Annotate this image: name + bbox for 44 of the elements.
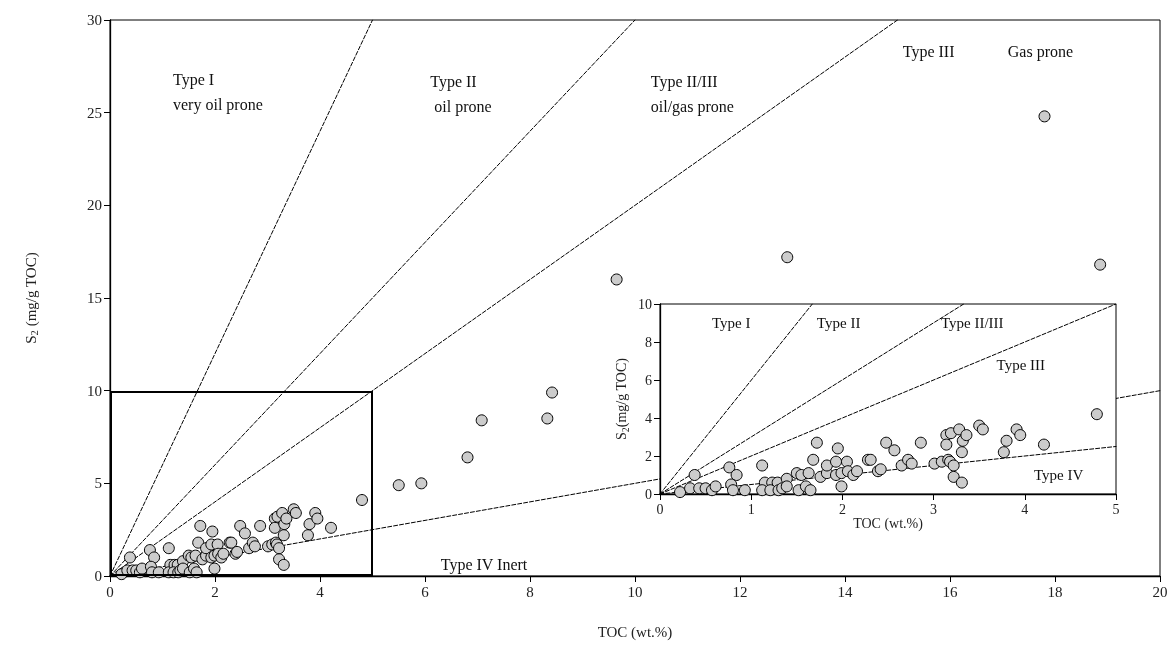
- x-tick-label: 4: [1021, 501, 1029, 517]
- x-tick-label: 14: [837, 583, 853, 600]
- y-tick-label: 8: [645, 334, 652, 350]
- x-tick-label: 3: [930, 501, 938, 517]
- x-tick-label: 2: [211, 583, 219, 600]
- y-axis-title: S2 (mg/g TOC): [23, 252, 41, 344]
- x-axis-title: TOC (wt.%): [597, 623, 673, 641]
- y-tick-label: 10: [87, 382, 102, 399]
- annotation: Type IV Inert: [440, 556, 528, 575]
- x-tick-label: 0: [656, 501, 664, 517]
- x-tick-label: 18: [1047, 583, 1063, 600]
- y-tick-label: 20: [87, 197, 102, 214]
- x-tick-label: 4: [316, 583, 325, 600]
- annotation: Type I: [711, 315, 751, 331]
- x-tick-label: 12: [732, 583, 748, 600]
- y-tick-label: 6: [645, 372, 652, 388]
- y-tick-label: 5: [94, 475, 102, 492]
- y-tick-label: 2: [645, 448, 652, 464]
- x-tick-label: 2: [838, 501, 846, 517]
- y-tick-label: 0: [645, 486, 652, 502]
- x-tick-label: 0: [106, 583, 114, 600]
- annotation: Type I very oil prone: [173, 71, 263, 115]
- annotation: Type II oil prone: [430, 72, 492, 116]
- y-tick-label: 30: [87, 12, 102, 28]
- y-tick-label: 15: [87, 290, 102, 306]
- x-tick-label: 20: [1152, 583, 1168, 600]
- x-tick-label: 8: [526, 583, 534, 600]
- annotation: Type II/III: [940, 315, 1004, 331]
- annotation: Type III: [996, 356, 1046, 373]
- y-tick-label: 0: [94, 568, 102, 584]
- y-tick-label: 4: [645, 410, 652, 426]
- x-tick-label: 16: [942, 583, 958, 600]
- annotation: Type II: [816, 315, 861, 331]
- annotation: Type IV: [1033, 467, 1084, 483]
- y-tick-label: 10: [638, 296, 652, 312]
- x-tick-label: 6: [421, 583, 430, 600]
- x-tick-label: 1: [747, 501, 755, 517]
- annotation: Type II/III oil/gas prone: [650, 72, 734, 116]
- x-axis-title: TOC (wt.%): [853, 516, 924, 533]
- annotation: Type III: [902, 43, 955, 62]
- y-axis-title: S2(mg/g TOC): [614, 357, 631, 441]
- annotation: Gas prone: [1007, 43, 1074, 62]
- x-tick-label: 5: [1112, 501, 1120, 517]
- y-tick-label: 25: [87, 104, 102, 121]
